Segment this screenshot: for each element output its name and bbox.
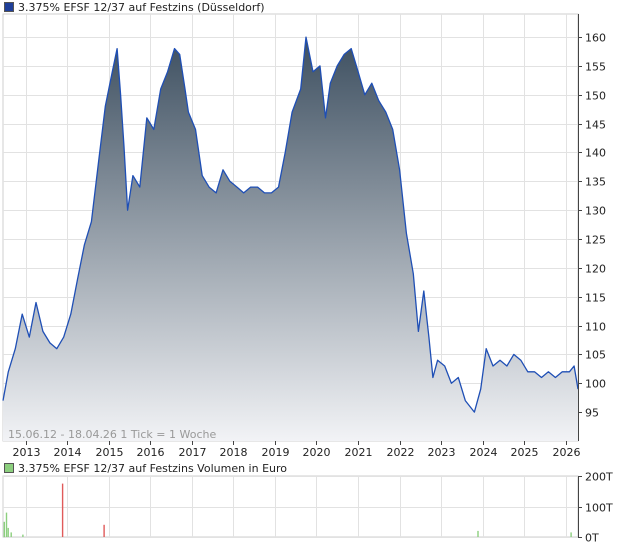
price-legend: 3.375% EFSF 12/37 auf Festzins (Düsseldo… bbox=[4, 0, 265, 14]
volume-bar bbox=[7, 527, 9, 537]
x-tick-label: 2016 bbox=[137, 446, 165, 459]
price-tick-label: 150 bbox=[585, 90, 606, 103]
price-series-line bbox=[2, 36, 579, 413]
price-tick-label: 160 bbox=[585, 32, 606, 45]
x-tick-label: 2025 bbox=[511, 446, 539, 459]
x-tick-label: 2023 bbox=[428, 446, 456, 459]
price-legend-label: 3.375% EFSF 12/37 auf Festzins (Düsseldo… bbox=[18, 0, 265, 14]
x-tick-label: 2013 bbox=[13, 446, 41, 459]
x-tick-label: 2024 bbox=[470, 446, 498, 459]
price-panel: 95 100 105 110 115 120 125 130 135 140 145 150 155 16… bbox=[2, 13, 606, 459]
volume-tick-label: 200T bbox=[585, 471, 613, 484]
price-tick-label: 115 bbox=[585, 292, 606, 305]
volume-bar bbox=[3, 521, 5, 538]
price-legend-swatch bbox=[4, 2, 14, 12]
price-tick-label: 125 bbox=[585, 234, 606, 247]
price-tick-label: 140 bbox=[585, 147, 606, 160]
price-tick-label: 120 bbox=[585, 263, 606, 276]
x-tick-label: 2021 bbox=[345, 446, 373, 459]
volume-plot-frame bbox=[2, 475, 579, 538]
volume-panel: 0T 100T 200T bbox=[2, 471, 613, 545]
x-tick-label: 2015 bbox=[96, 446, 124, 459]
volume-bar bbox=[22, 534, 24, 537]
price-tick-label: 100 bbox=[585, 378, 606, 391]
volume-bar bbox=[570, 532, 572, 537]
price-tick-label: 95 bbox=[585, 407, 599, 420]
x-tick-label: 2020 bbox=[303, 446, 331, 459]
price-tick-label: 135 bbox=[585, 176, 606, 189]
volume-legend: 3.375% EFSF 12/37 auf Festzins Volumen i… bbox=[4, 461, 287, 475]
volume-bar bbox=[5, 512, 8, 537]
volume-tick-label: 0T bbox=[585, 532, 599, 545]
volume-bar bbox=[477, 530, 479, 537]
volume-tick-label: 100T bbox=[585, 502, 613, 515]
x-tick-label: 2017 bbox=[179, 446, 207, 459]
volume-legend-label: 3.375% EFSF 12/37 auf Festzins Volumen i… bbox=[18, 461, 288, 475]
price-tick-label: 155 bbox=[585, 61, 606, 74]
date-range-info: 15.06.12 - 18.04.26 1 Tick = 1 Woche bbox=[8, 428, 216, 441]
x-tick-label: 2022 bbox=[387, 446, 415, 459]
volume-bar bbox=[61, 483, 64, 537]
price-area-fill bbox=[3, 37, 578, 441]
x-tick-label: 2014 bbox=[54, 446, 82, 459]
volume-bar bbox=[103, 524, 105, 537]
price-tick-label: 110 bbox=[585, 321, 606, 334]
price-tick-label: 145 bbox=[585, 119, 606, 132]
x-tick-label: 2018 bbox=[220, 446, 248, 459]
volume-bar bbox=[10, 532, 12, 537]
x-tick-label: 2019 bbox=[262, 446, 290, 459]
x-tick-label: 2026 bbox=[553, 446, 581, 459]
volume-legend-swatch bbox=[4, 463, 14, 473]
price-tick-label: 105 bbox=[585, 349, 606, 362]
price-tick-label: 130 bbox=[585, 205, 606, 218]
